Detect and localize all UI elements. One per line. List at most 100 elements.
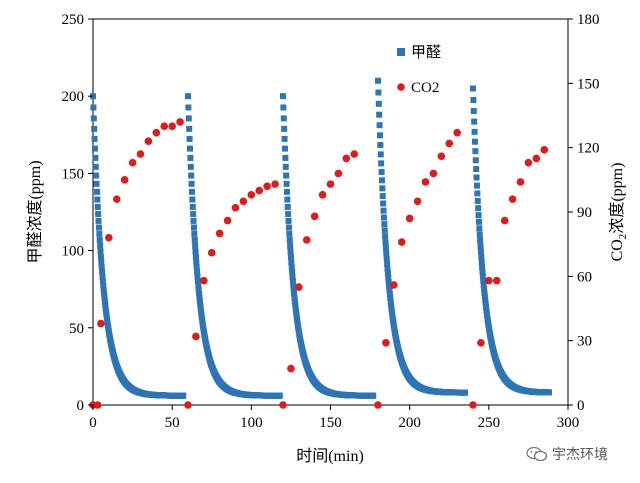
formaldehyde-point bbox=[385, 274, 392, 281]
formaldehyde-point bbox=[289, 278, 296, 285]
formaldehyde-point bbox=[284, 203, 291, 210]
y-right-tick-label: 0 bbox=[577, 398, 585, 414]
formaldehyde-point bbox=[376, 122, 383, 129]
formaldehyde-point bbox=[91, 135, 98, 142]
formaldehyde-point bbox=[381, 227, 388, 234]
formaldehyde-point bbox=[191, 230, 198, 237]
formaldehyde-point bbox=[185, 93, 191, 100]
formaldehyde-point bbox=[193, 259, 200, 266]
formaldehyde-point bbox=[376, 111, 383, 118]
co2-point bbox=[302, 236, 311, 244]
formaldehyde-point bbox=[197, 305, 204, 312]
formaldehyde-point bbox=[190, 224, 197, 231]
formaldehyde-point bbox=[293, 311, 300, 318]
formaldehyde-point bbox=[192, 248, 199, 255]
formaldehyde-point bbox=[482, 297, 489, 304]
formaldehyde-point bbox=[280, 115, 287, 122]
formaldehyde-point bbox=[103, 311, 110, 318]
co2-point bbox=[540, 146, 549, 154]
formaldehyde-point bbox=[477, 243, 484, 250]
formaldehyde-point bbox=[375, 89, 382, 96]
formaldehyde-point bbox=[287, 248, 294, 255]
formaldehyde-point bbox=[475, 218, 482, 225]
formaldehyde-point bbox=[475, 205, 482, 212]
formaldehyde-point bbox=[377, 151, 384, 158]
x-tick-label: 150 bbox=[319, 415, 342, 431]
formaldehyde-point bbox=[483, 304, 490, 311]
co2-point bbox=[318, 191, 327, 199]
formaldehyde-point bbox=[93, 188, 100, 195]
formaldehyde-point bbox=[194, 278, 201, 285]
y-left-tick-label: 50 bbox=[69, 321, 84, 337]
formaldehyde-point bbox=[191, 236, 198, 243]
formaldehyde-point bbox=[198, 308, 205, 315]
formaldehyde-point bbox=[195, 286, 202, 293]
formaldehyde-point bbox=[380, 207, 387, 214]
formaldehyde-point bbox=[189, 196, 196, 203]
formaldehyde-point bbox=[378, 160, 385, 167]
formaldehyde-point bbox=[472, 148, 479, 155]
formaldehyde-point bbox=[194, 269, 201, 276]
formaldehyde-point bbox=[285, 224, 292, 231]
formaldehyde-point bbox=[283, 172, 290, 179]
y-left-tick-label: 250 bbox=[62, 12, 85, 28]
y-axis-right-title-suffix: 浓度(ppm) bbox=[608, 163, 626, 234]
x-tick-label: 0 bbox=[89, 415, 97, 431]
co2-point bbox=[429, 169, 438, 178]
formaldehyde-point bbox=[380, 200, 387, 207]
co2-point bbox=[128, 158, 137, 167]
formaldehyde-point bbox=[185, 115, 192, 122]
co2-point bbox=[160, 122, 169, 131]
formaldehyde-point bbox=[471, 138, 478, 145]
formaldehyde-point bbox=[287, 253, 294, 260]
co2-point bbox=[390, 281, 398, 289]
formaldehyde-point bbox=[285, 211, 292, 218]
x-axis-title: 时间(min) bbox=[296, 447, 364, 465]
formaldehyde-point bbox=[281, 125, 288, 132]
formaldehyde-point bbox=[187, 154, 194, 161]
formaldehyde-point bbox=[388, 301, 395, 308]
formaldehyde-point bbox=[196, 294, 203, 301]
y-left-tick-label: 200 bbox=[62, 89, 85, 105]
co2-point bbox=[453, 128, 461, 137]
formaldehyde-point bbox=[287, 242, 294, 249]
formaldehyde-point bbox=[97, 253, 104, 260]
co2-point bbox=[136, 150, 145, 158]
formaldehyde-point bbox=[280, 104, 287, 111]
formaldehyde-point bbox=[98, 259, 105, 266]
formaldehyde-point bbox=[481, 293, 488, 300]
formaldehyde-point bbox=[97, 248, 104, 255]
formaldehyde-point bbox=[386, 283, 393, 290]
formaldehyde-point bbox=[382, 239, 389, 246]
formaldehyde-point bbox=[381, 221, 388, 228]
axis-ticks: 0 50 100 150 200 250 3000501001502002500306090… bbox=[62, 12, 600, 431]
formaldehyde-point bbox=[100, 282, 107, 289]
co2-point bbox=[144, 137, 153, 146]
formaldehyde-point bbox=[376, 132, 383, 139]
co2-point bbox=[532, 154, 541, 163]
formaldehyde-point bbox=[370, 392, 377, 399]
co2-point bbox=[310, 212, 319, 221]
legend-marker-formaldehyde bbox=[397, 48, 405, 56]
formaldehyde-point bbox=[90, 115, 97, 122]
formaldehyde-point bbox=[477, 248, 484, 255]
co2-point bbox=[326, 180, 335, 188]
co2-point bbox=[184, 401, 192, 409]
y-left-tick-label: 150 bbox=[62, 166, 85, 182]
formaldehyde-point bbox=[483, 307, 490, 314]
series-co2 bbox=[89, 118, 549, 409]
formaldehyde-point bbox=[375, 77, 381, 84]
co2-point bbox=[200, 276, 208, 285]
formaldehyde-point bbox=[281, 145, 288, 152]
formaldehyde-point bbox=[283, 180, 290, 187]
co2-point bbox=[192, 332, 200, 341]
formaldehyde-point bbox=[375, 100, 382, 107]
co2-point bbox=[271, 180, 279, 188]
formaldehyde-point bbox=[479, 273, 486, 280]
formaldehyde-point bbox=[196, 298, 203, 305]
formaldehyde-point bbox=[283, 188, 290, 195]
formaldehyde-point bbox=[386, 287, 393, 294]
formaldehyde-point bbox=[470, 96, 477, 103]
formaldehyde-point bbox=[101, 294, 108, 301]
co2-point bbox=[231, 203, 240, 212]
